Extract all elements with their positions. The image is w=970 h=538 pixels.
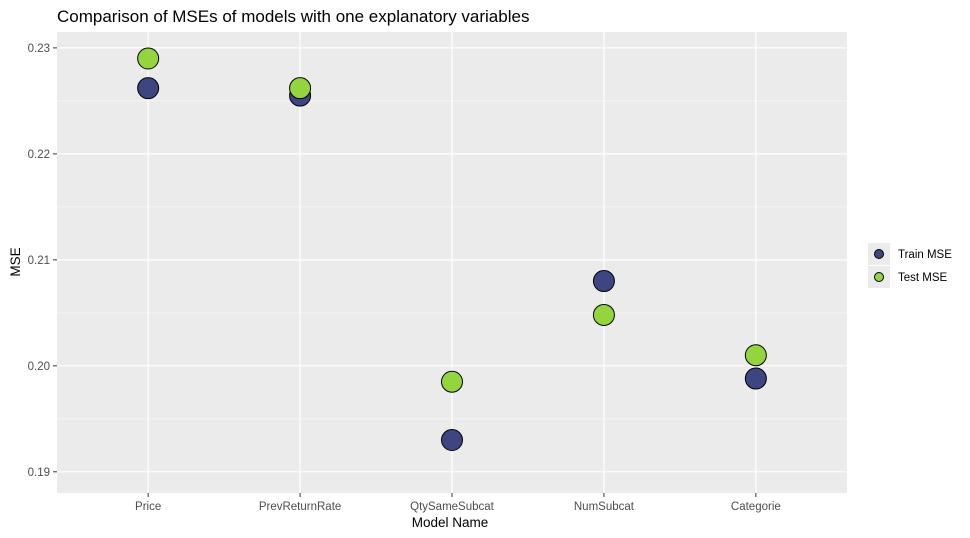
legend-key-test (874, 272, 884, 282)
x-tick-label: Price (135, 501, 161, 513)
y-tick-label: 0.21 (28, 255, 50, 267)
legend-label-test: Test MSE (898, 272, 948, 284)
train-mse-point (137, 77, 160, 100)
y-tick-label: 0.19 (28, 467, 50, 479)
test-mse-point (592, 303, 615, 326)
x-tick-label: NumSubcat (574, 501, 635, 513)
legend-key-train (874, 249, 884, 259)
y-tick-label: 0.20 (28, 361, 50, 373)
legend-label-train: Train MSE (898, 249, 952, 261)
test-mse-point (137, 47, 160, 70)
x-tick-label: QtySameSubcat (410, 501, 495, 513)
y-axis-title: MSE (8, 247, 23, 276)
test-mse-point (289, 77, 312, 100)
chart-title: Comparison of MSEs of models with one ex… (57, 7, 529, 26)
major-gridlines (57, 32, 847, 493)
y-axis-ticks: 0.19 0.20 0.21 0.22 0.23 (28, 43, 57, 479)
y-tick-label: 0.22 (28, 149, 50, 161)
x-axis-title: Model Name (412, 515, 489, 530)
x-tick-label: Categorie (731, 501, 781, 513)
x-tick-label: PrevReturnRate (259, 501, 341, 513)
test-mse-point (744, 344, 767, 367)
x-axis-ticks: Price PrevReturnRate QtySameSubcat NumSubca… (135, 493, 781, 513)
train-mse-point (441, 429, 463, 452)
test-mse-point (441, 370, 463, 393)
train-mse-point (744, 367, 767, 390)
data-points (137, 47, 767, 452)
legend: Train MSE Test MSE (868, 243, 952, 288)
train-mse-point (592, 270, 615, 293)
y-tick-label: 0.23 (28, 43, 50, 55)
